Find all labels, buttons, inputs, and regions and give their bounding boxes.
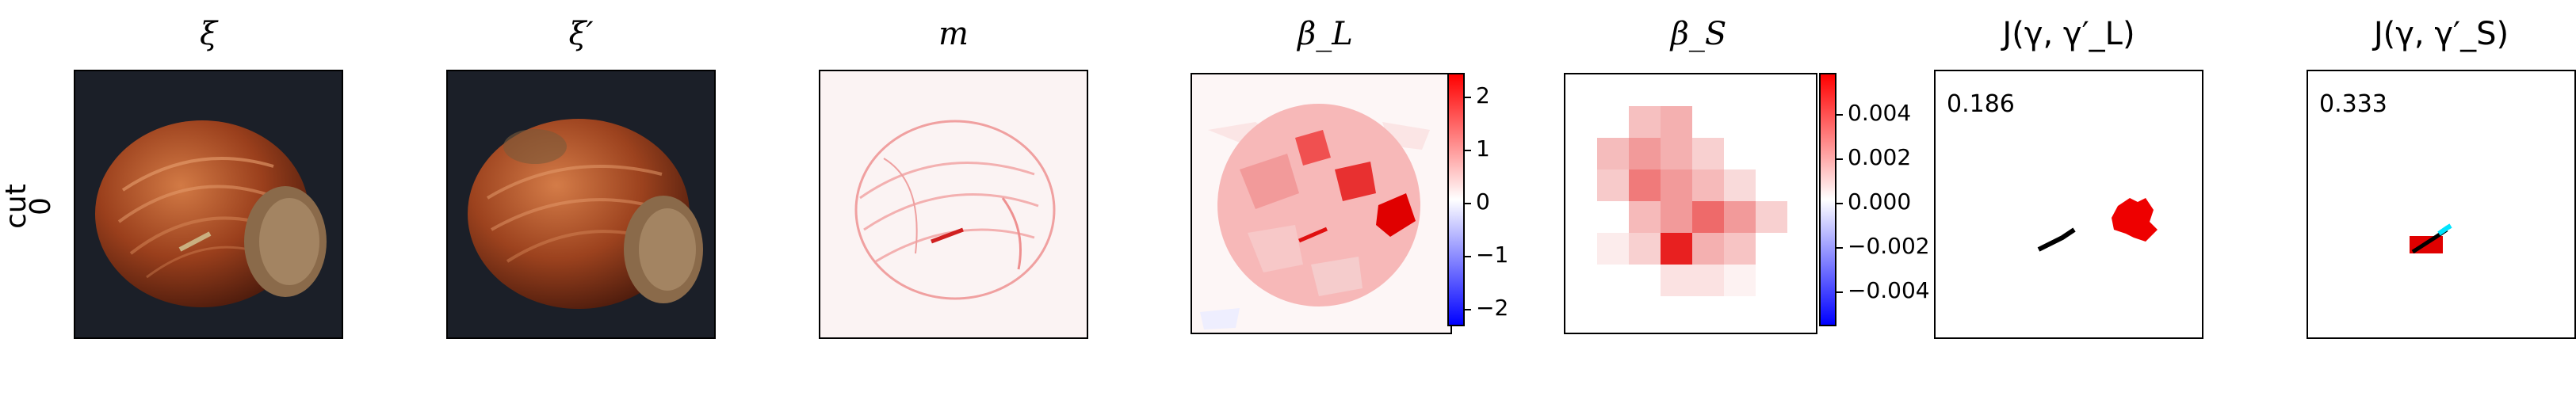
beta-s-heatmap	[1565, 74, 1816, 333]
panel-title-j-large: J(γ, γ′_L)	[2002, 16, 2135, 52]
score-small: 0.333	[2319, 90, 2387, 118]
overlap-large: 0.186	[1934, 70, 2203, 339]
panel-title-xi-prime: ξ′	[568, 16, 594, 52]
map-beta-s	[1564, 73, 1817, 334]
colorbar-beta-s-tick-0000: 0.000	[1848, 188, 1912, 215]
colorbar-beta-s	[1819, 73, 1836, 326]
panel-title-beta-s: β_S	[1670, 16, 1727, 52]
colorbar-beta-l-tick-2: 2	[1476, 82, 1490, 109]
colorbar-beta-l	[1447, 73, 1465, 326]
hazelnut-image-reference	[468, 119, 703, 309]
overlap-large-plot	[2037, 198, 2157, 252]
score-large: 0.186	[1947, 90, 2015, 118]
colorbar-beta-l-tick-0: 0	[1476, 188, 1490, 215]
panel-title-xi: ξ	[199, 16, 218, 52]
panel-title-beta-l: β_L	[1298, 16, 1353, 52]
row-label-index: 0	[24, 197, 57, 215]
hazelnut-image	[95, 120, 327, 307]
panel-title-j-small: J(γ, γ′_S)	[2373, 16, 2509, 52]
beta-l-heatmap	[1192, 74, 1450, 333]
colorbar-beta-s-tick-0004: 0.004	[1848, 100, 1912, 126]
colorbar-beta-l-tick-1: 1	[1476, 135, 1490, 162]
map-beta-l	[1191, 73, 1452, 334]
overlap-small-plot	[2410, 223, 2452, 254]
colorbar-beta-s-tick-m0004: −0.004	[1848, 277, 1930, 303]
overlap-small: 0.333	[2307, 70, 2576, 339]
difference-map	[854, 120, 1056, 300]
image-reference	[446, 70, 716, 339]
colorbar-beta-l-tick-m1: −1	[1476, 242, 1509, 268]
map-m	[819, 70, 1088, 339]
colorbar-beta-l-tick-m2: −2	[1476, 295, 1509, 321]
row-label: cut 0	[0, 119, 63, 277]
panel-title-m: m	[938, 16, 969, 52]
colorbar-beta-s-tick-0002: 0.002	[1848, 144, 1912, 170]
image-original	[74, 70, 343, 339]
colorbar-beta-s-tick-m0002: −0.002	[1848, 233, 1930, 259]
